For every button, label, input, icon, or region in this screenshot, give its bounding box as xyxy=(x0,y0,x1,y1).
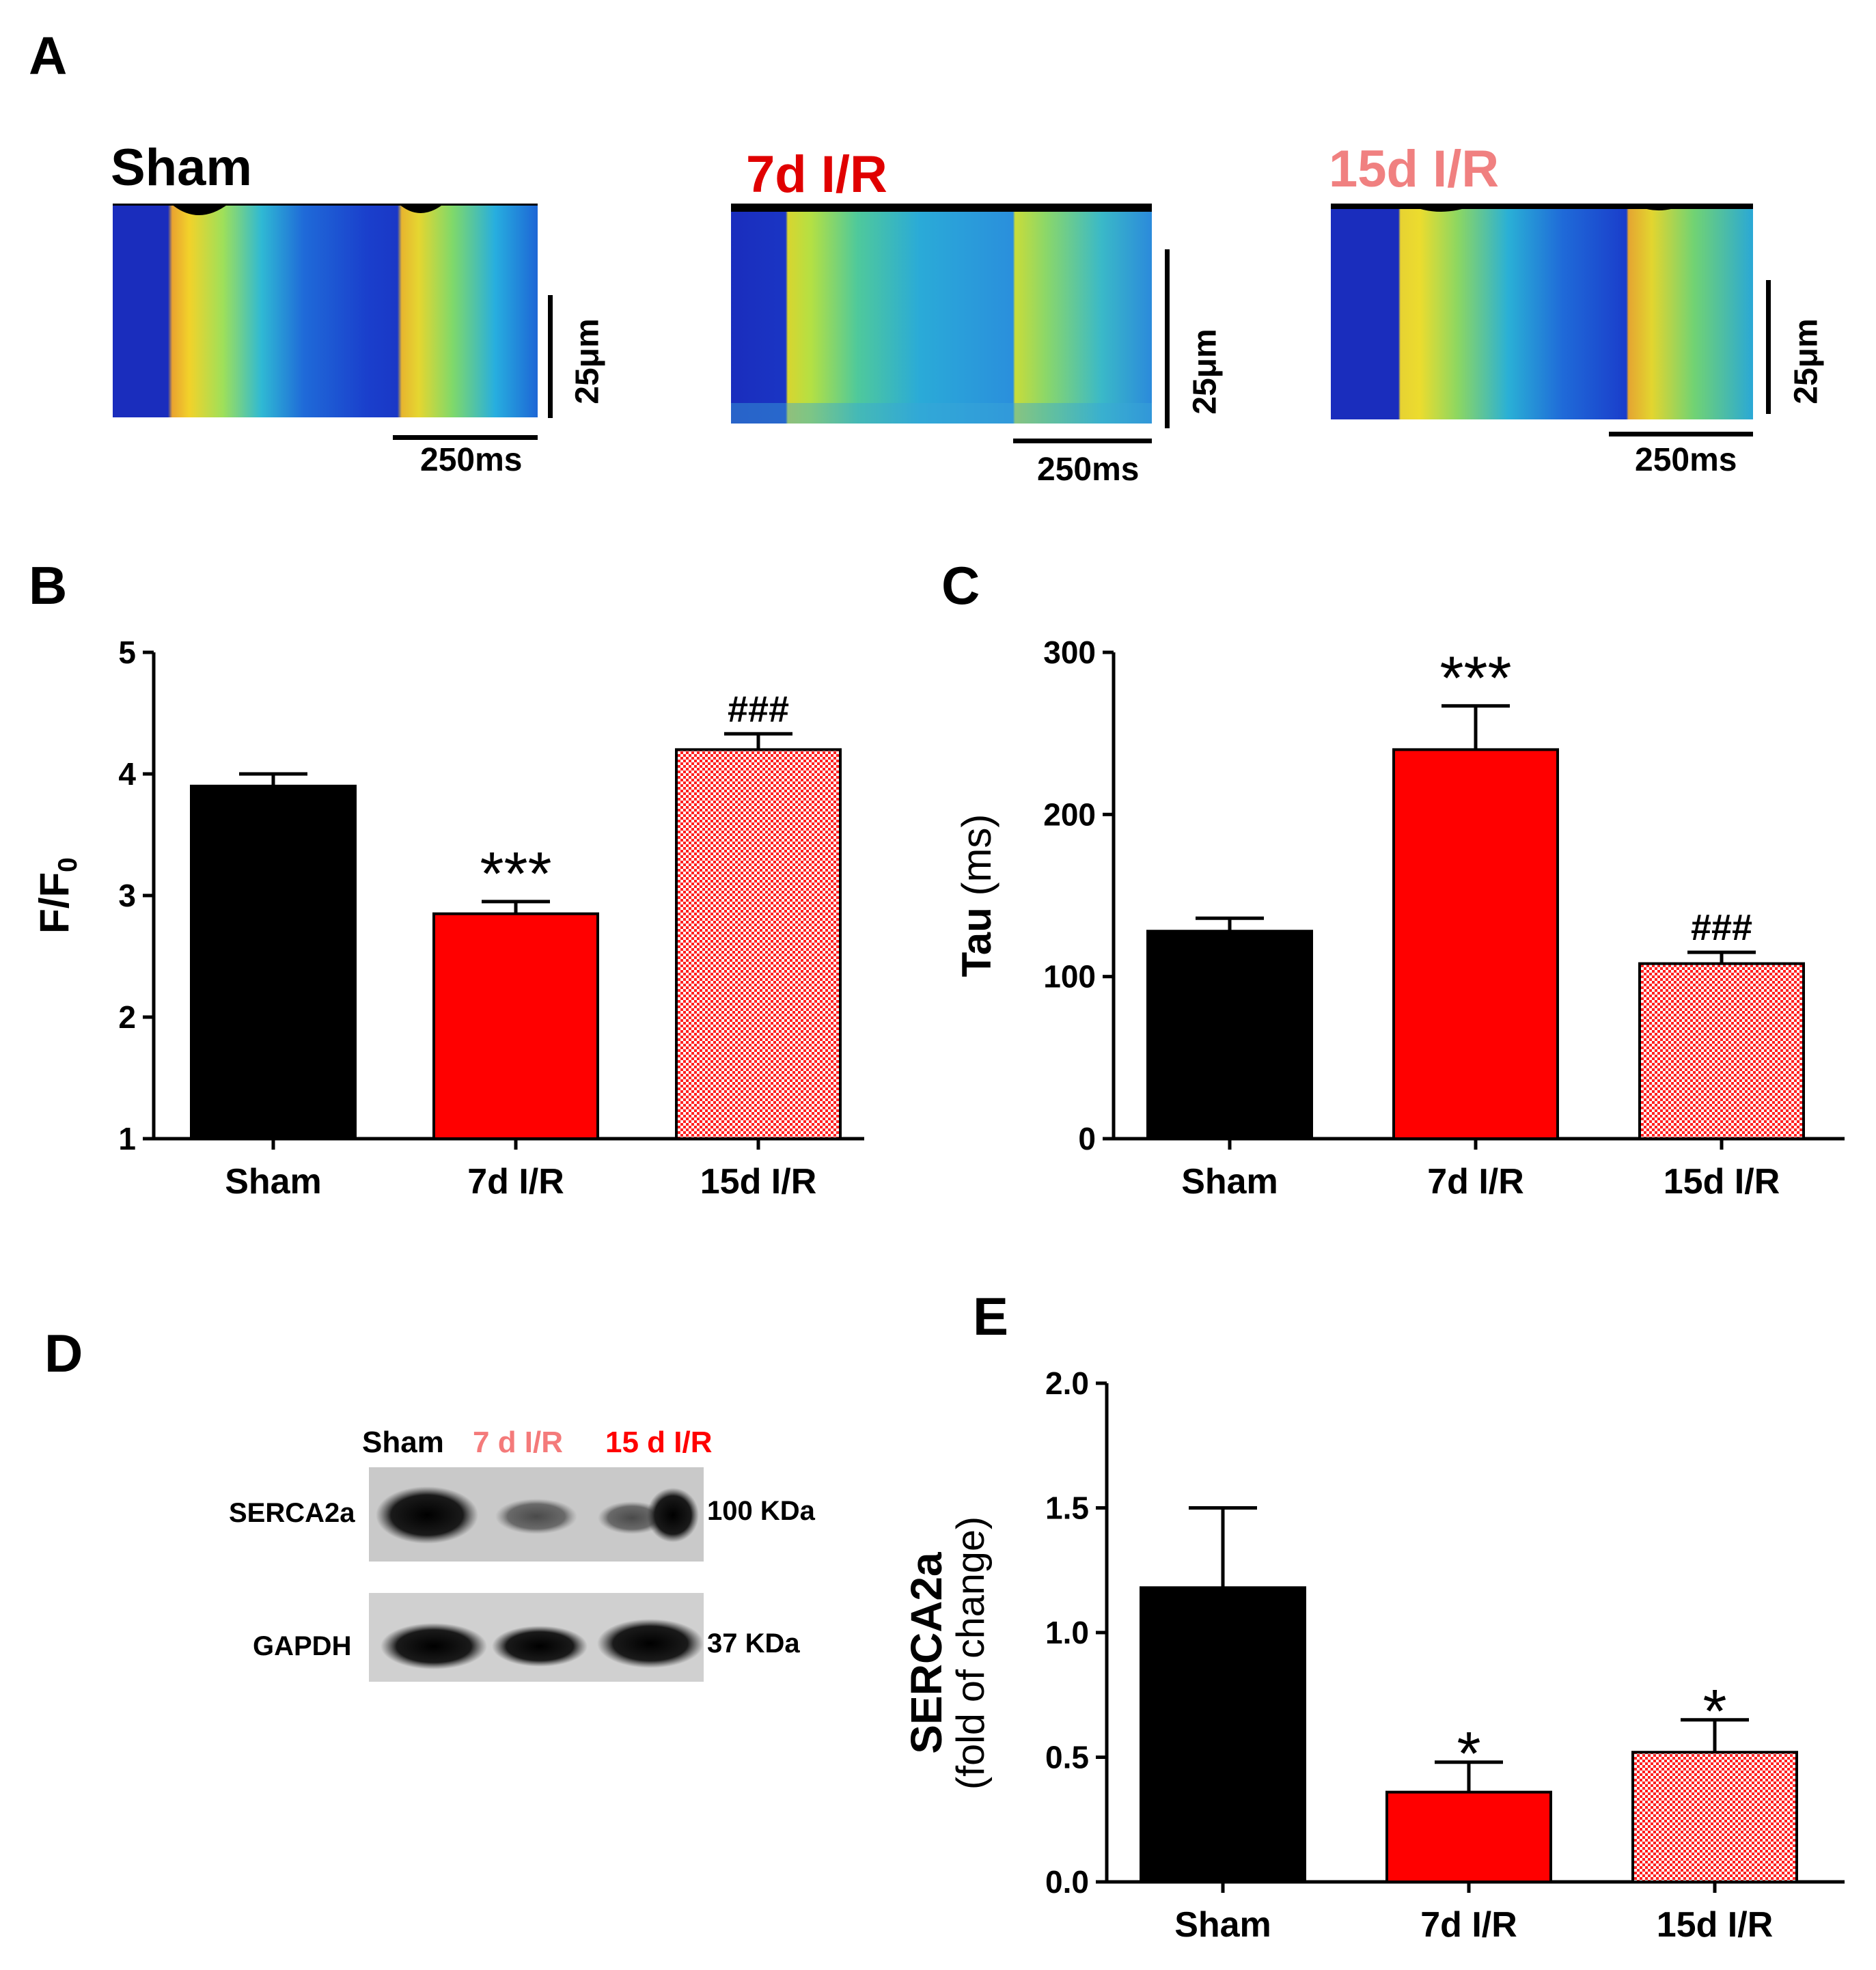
kymograph-7d xyxy=(731,204,1152,424)
scale-label-um-7d: 25μm xyxy=(1187,329,1224,415)
x-tick-label-c-1: 7d I/R xyxy=(1427,1162,1524,1202)
chart-b: 1 2 3 4 5 Sham 7d I/R *** 15d I/R ### F/F0 xyxy=(31,635,864,1202)
panel-label-d: D xyxy=(44,1323,83,1383)
kymograph-sham xyxy=(113,204,538,417)
y-tick-label-e-3: 1.5 xyxy=(1045,1490,1089,1526)
bar-c-2 xyxy=(1638,962,1805,1140)
scale-bar-vertical-sham xyxy=(548,295,553,418)
scale-bar-vertical-15d xyxy=(1766,280,1771,414)
scale-label-ms-sham: 250ms xyxy=(420,442,523,478)
blot-size-serca2a: 100 KDa xyxy=(707,1496,815,1526)
y-tick-label-e-4: 2.0 xyxy=(1045,1365,1089,1401)
scale-label-um-15d: 25μm xyxy=(1788,318,1825,404)
x-tick-label-c-0: Sham xyxy=(1181,1162,1278,1202)
kymo-title-7d: 7d I/R xyxy=(746,145,887,204)
scale-label-ms-7d: 250ms xyxy=(1037,452,1140,488)
y-tick-label-b-3: 4 xyxy=(118,756,136,792)
y-axis-label-e: SERCA2a xyxy=(902,1552,951,1754)
panel-label-e: E xyxy=(973,1286,1009,1346)
annotation-b-1: *** xyxy=(480,840,551,908)
scale-label-ms-15d: 250ms xyxy=(1635,442,1737,478)
panel-label-a: A xyxy=(29,25,68,85)
scale-bar-horizontal-sham xyxy=(393,435,538,440)
bar-b-1 xyxy=(432,912,599,1140)
x-tick-label-e-1: 7d I/R xyxy=(1420,1905,1517,1945)
blot-gapdh xyxy=(369,1593,704,1682)
y-axis-label-b: F/F0 xyxy=(31,857,83,934)
blot-serca2a xyxy=(369,1467,704,1562)
x-tick-label-b-0: Sham xyxy=(225,1162,322,1202)
y-tick-label-c-1: 100 xyxy=(1043,959,1096,995)
bar-e-0 xyxy=(1140,1586,1306,1883)
y-tick-label-b-4: 5 xyxy=(118,635,136,670)
annotation-c-2: ### xyxy=(1691,907,1752,948)
panel-label-c: C xyxy=(941,555,980,615)
kymograph-15d xyxy=(1331,204,1753,419)
chart-c: 0 100 200 300 Sham 7d I/R *** 15d I/R ### Tau (ms… xyxy=(954,635,1845,1202)
lane-label-sham: Sham xyxy=(362,1426,444,1459)
x-tick-label-b-2: 15d I/R xyxy=(700,1162,817,1202)
annotation-e-1: * xyxy=(1457,1720,1480,1788)
blot-label-serca2a: SERCA2a xyxy=(229,1498,355,1528)
y-axis-label-c: Tau (ms) xyxy=(954,814,999,977)
x-tick-label-e-0: Sham xyxy=(1174,1905,1271,1945)
y-tick-label-e-2: 1.0 xyxy=(1045,1615,1089,1650)
y-tick-label-e-0: 0.0 xyxy=(1045,1864,1089,1900)
scale-label-um-sham: 25μm xyxy=(569,318,606,404)
x-tick-label-e-2: 15d I/R xyxy=(1657,1905,1774,1945)
x-tick-label-c-2: 15d I/R xyxy=(1664,1162,1780,1202)
bar-c-0 xyxy=(1146,930,1313,1140)
annotation-e-2: * xyxy=(1702,1678,1726,1746)
chart-e: 0.0 0.5 1.0 1.5 2.0 Sham 7d I/R * 15d I/R * SERCA2… xyxy=(902,1365,1845,1945)
scale-bar-horizontal-7d xyxy=(1013,439,1152,443)
bar-b-2 xyxy=(675,748,842,1140)
y-tick-label-e-1: 0.5 xyxy=(1045,1740,1089,1775)
y-tick-label-b-1: 2 xyxy=(118,999,136,1035)
y-tick-label-c-2: 200 xyxy=(1043,796,1096,832)
bar-b-0 xyxy=(190,784,357,1140)
bar-c-1 xyxy=(1392,748,1559,1140)
y-tick-label-c-3: 300 xyxy=(1043,635,1096,670)
kymo-title-sham: Sham xyxy=(111,139,252,197)
bar-e-2 xyxy=(1631,1751,1798,1884)
y-tick-label-c-0: 0 xyxy=(1078,1121,1096,1156)
x-tick-label-b-1: 7d I/R xyxy=(467,1162,564,1202)
kymo-title-15d: 15d I/R xyxy=(1329,140,1500,198)
scale-bar-horizontal-15d xyxy=(1609,432,1753,436)
lane-label-15d: 15 d I/R xyxy=(605,1426,713,1459)
y-tick-label-b-2: 3 xyxy=(118,878,136,913)
annotation-b-2: ### xyxy=(728,689,789,730)
lane-label-7d: 7 d I/R xyxy=(473,1426,564,1459)
annotation-c-1: *** xyxy=(1439,644,1511,712)
bar-e-1 xyxy=(1385,1790,1552,1883)
blot-label-gapdh: GAPDH xyxy=(253,1631,352,1661)
scale-bar-vertical-7d xyxy=(1165,249,1170,428)
blot-size-gapdh: 37 KDa xyxy=(707,1628,800,1659)
y-tick-label-b-0: 1 xyxy=(118,1121,136,1156)
y-axis-sublabel-e: (fold of change) xyxy=(949,1516,993,1790)
panel-label-b: B xyxy=(29,555,68,615)
